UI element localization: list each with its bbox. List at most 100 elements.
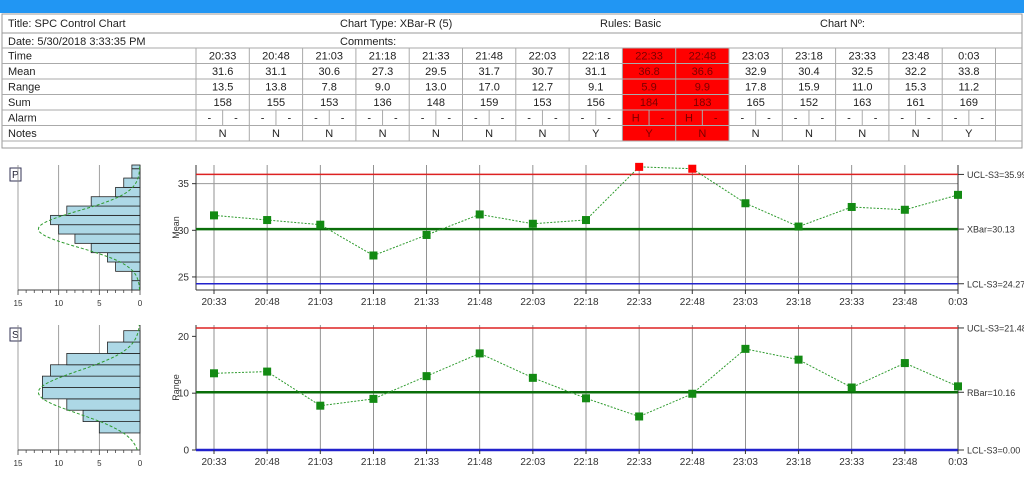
- panel-label: P: [12, 170, 19, 181]
- notes-cell: N: [538, 128, 546, 140]
- table-cell: 27.3: [372, 66, 393, 78]
- table-cell: 22:03: [529, 51, 557, 63]
- lcl-label: LCL-S3=0.00: [967, 446, 1020, 456]
- data-point: [369, 394, 378, 403]
- x-tick-label: 21:18: [361, 457, 386, 468]
- alarm-point: [635, 162, 644, 171]
- row-label: Mean: [8, 66, 36, 78]
- control-charts: P 15 10 5 0 25 30 35 Mean UCL-S3=35.99 XBar=30.13 L…: [9, 162, 1024, 468]
- y-axis-label: Mean: [171, 216, 181, 239]
- alarm-mean-cell: -: [581, 113, 585, 125]
- x-tick-label: 23:03: [733, 297, 758, 308]
- lcl-label: LCL-S3=24.27: [967, 279, 1024, 289]
- data-point: [900, 205, 909, 214]
- y-tick-label: 25: [178, 272, 190, 283]
- alarm-range-cell: -: [927, 113, 931, 125]
- notes-cell: Y: [592, 128, 600, 140]
- table-cell: 31.6: [212, 66, 233, 78]
- x-tick-label: 23:18: [786, 457, 811, 468]
- notes-cell: N: [325, 128, 333, 140]
- table-cell: 21:33: [422, 51, 450, 63]
- histogram-bar: [74, 233, 141, 244]
- table-cell: 31.7: [478, 66, 499, 78]
- data-point: [847, 202, 856, 211]
- data-point: [794, 355, 803, 364]
- chart-title: Title: SPC Control Chart: [8, 18, 126, 30]
- table-cell: 161: [906, 97, 924, 109]
- histogram-bar: [123, 177, 141, 188]
- data-point: [422, 230, 431, 239]
- histogram-bar: [50, 214, 141, 226]
- y-tick-label: 30: [178, 226, 190, 237]
- data-point: [582, 394, 590, 403]
- x-tick-label: 20:33: [201, 457, 226, 468]
- table-cell: 13.5: [212, 82, 233, 94]
- histogram-bar: [42, 387, 141, 400]
- table-cell: 33.8: [958, 66, 979, 78]
- panel-label-box: [9, 327, 22, 342]
- data-point: [369, 251, 378, 260]
- table-cell: 165: [746, 97, 764, 109]
- histogram-bar: [107, 252, 141, 263]
- alarm-range-cell: -: [554, 113, 558, 125]
- x-tick-label: 23:03: [733, 457, 758, 468]
- notes-cell: N: [432, 128, 440, 140]
- y-tick-label: 10: [178, 389, 190, 400]
- alarm-range-cell: -: [501, 113, 505, 125]
- notes-cell: N: [858, 128, 866, 140]
- alarm-mean-cell: -: [367, 113, 371, 125]
- table-cell: 184: [640, 97, 658, 109]
- alarm-mean-cell: -: [207, 113, 211, 125]
- alarm-mean-cell: -: [527, 113, 531, 125]
- x-tick-label: 22:33: [627, 457, 652, 468]
- alarm-mean-cell: -: [474, 113, 478, 125]
- table-cell: 13.8: [265, 82, 286, 94]
- notes-cell: N: [752, 128, 760, 140]
- histogram-bar: [50, 364, 141, 377]
- table-cell: 31.1: [585, 66, 606, 78]
- alarm-mean-cell: -: [314, 113, 318, 125]
- table-cell: 156: [587, 97, 605, 109]
- hist-tick-label: 0: [138, 299, 143, 308]
- table-cell: 152: [800, 97, 818, 109]
- y-axis-label: Range: [171, 374, 181, 401]
- table-cell: 36.6: [692, 66, 713, 78]
- alarm-range-cell: -: [234, 113, 238, 125]
- x-tick-label: 0:03: [948, 457, 968, 468]
- x-tick-label: 21:03: [308, 297, 333, 308]
- center-label: RBar=10.16: [967, 388, 1015, 398]
- xbar-panel: P 15 10 5 0 25 30 35 Mean UCL-S3=35.99 XBar=30.13 L…: [9, 162, 1024, 308]
- alarm-mean-cell: -: [421, 113, 425, 125]
- histogram-bar: [107, 341, 141, 354]
- data-point: [688, 389, 697, 398]
- table-cell: 5.9: [641, 82, 656, 94]
- alarm-mean-cell: -: [261, 113, 265, 125]
- x-tick-label: 22:48: [680, 297, 705, 308]
- data-point: [475, 349, 484, 358]
- data-point: [847, 383, 856, 392]
- table-cell: 153: [320, 97, 338, 109]
- table-cell: 15.3: [905, 82, 926, 94]
- data-point: [316, 220, 325, 229]
- x-tick-label: 21:33: [414, 457, 439, 468]
- data-point: [422, 372, 431, 381]
- x-tick-label: 21:18: [361, 297, 386, 308]
- notes-cell: Y: [965, 128, 973, 140]
- histogram-bar: [131, 270, 141, 282]
- alarm-range-cell: -: [341, 113, 345, 125]
- table-cell: 32.5: [852, 66, 873, 78]
- panel-label: S: [12, 330, 19, 341]
- data-point: [582, 216, 590, 225]
- hist-tick-label: 5: [97, 459, 102, 468]
- chart-type: Chart Type: XBar-R (5): [340, 18, 452, 30]
- table-cell: 13.0: [425, 82, 446, 94]
- top-bar: [0, 0, 1024, 13]
- data-point: [316, 401, 325, 410]
- table-cell: 169: [960, 97, 978, 109]
- table-cell: 148: [427, 97, 445, 109]
- chart-comments: Comments:: [340, 36, 396, 48]
- histogram-bar: [115, 186, 141, 198]
- y-tick-label: 0: [183, 446, 189, 457]
- table-cell: 31.1: [265, 66, 286, 78]
- data-point: [263, 367, 272, 376]
